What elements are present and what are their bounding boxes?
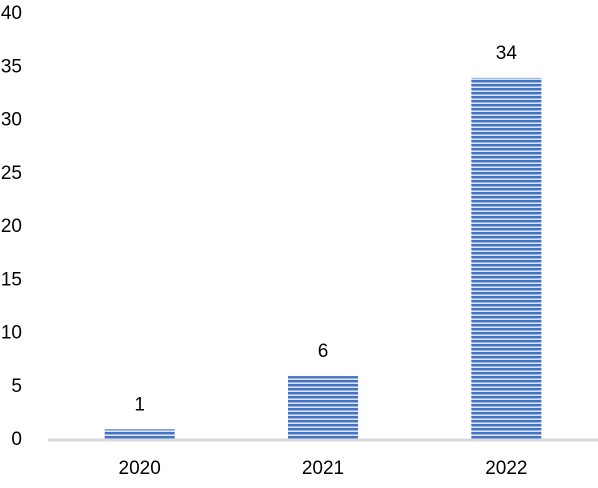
data-label: 1 [134, 394, 145, 415]
y-tick-label: 20 [1, 216, 22, 237]
data-label: 34 [496, 43, 518, 64]
bar [471, 77, 542, 441]
y-tick-label: 35 [1, 56, 22, 77]
y-tick-label: 40 [1, 3, 22, 24]
data-label: 6 [318, 341, 329, 362]
y-tick-label: 0 [11, 429, 22, 450]
y-tick-label: 15 [1, 269, 22, 290]
bar [288, 376, 358, 440]
y-tick-label: 5 [11, 376, 22, 397]
bar [104, 429, 175, 440]
y-tick-label: 30 [1, 110, 22, 131]
x-tick-label: 2021 [302, 458, 344, 479]
x-tick-label: 2022 [485, 458, 527, 479]
y-tick-label: 25 [1, 163, 22, 184]
x-tick-label: 2020 [119, 458, 161, 479]
y-tick-label: 10 [1, 323, 22, 344]
